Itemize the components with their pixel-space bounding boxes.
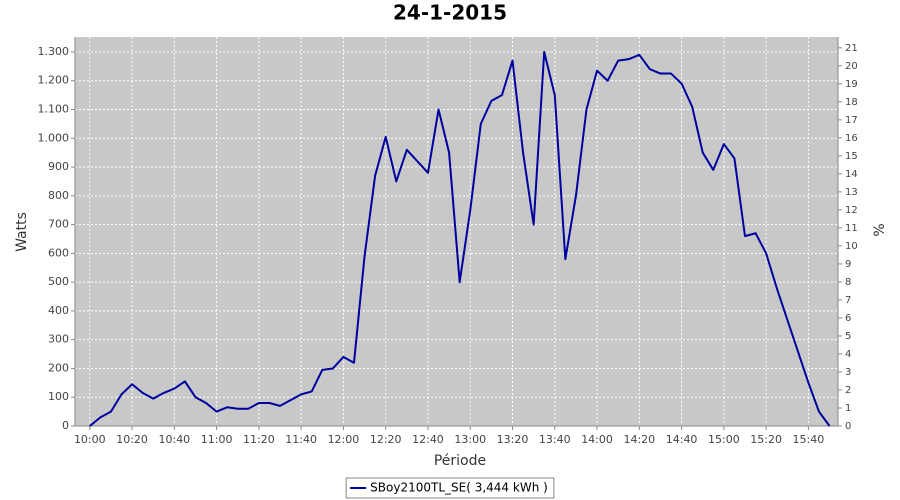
x-tick-label: 14:00 [581,433,613,446]
y2-tick-label: 6 [845,313,851,324]
y2-tick-label: 19 [845,79,858,90]
y2-tick-label: 21 [845,43,858,54]
x-tick-label: 15:00 [708,433,740,446]
y-tick-label: 800 [48,189,69,202]
x-tick-label: 10:20 [116,433,148,446]
x-tick-label: 12:20 [370,433,402,446]
y-tick-label: 1.300 [38,45,70,58]
y2-tick-label: 8 [845,277,851,288]
x-tick-label: 13:40 [539,433,571,446]
y2-tick-label: 7 [845,295,851,306]
y2-tick-label: 10 [845,241,858,252]
legend-box [345,477,555,499]
y-tick-label: 400 [48,304,69,317]
y2-tick-label: 15 [845,151,858,162]
y2-tick-label: 1 [845,403,851,414]
y2-tick-label: 9 [845,259,851,270]
legend: SBoy2100TL_SE( 3,444 kWh ) [345,477,555,499]
x-tick-label: 12:40 [412,433,444,446]
y-tick-label: 500 [48,275,69,288]
y2-tick-label: 12 [845,205,858,216]
y2-axis-title: % [872,223,888,236]
x-tick-label: 13:20 [497,433,529,446]
y2-tick-label: 14 [845,169,858,180]
y2-tick-label: 16 [845,133,858,144]
series-line [89,50,831,427]
y-tick-label: 600 [48,246,69,259]
x-tick-label: 13:00 [454,433,486,446]
y2-tick-label: 4 [845,349,851,360]
y2-tick-label: 0 [845,421,851,432]
x-tick-label: 11:40 [285,433,317,446]
y2-tick-label: 20 [845,61,858,72]
y-tick-label: 0 [62,419,69,432]
y-tick-label: 300 [48,333,69,346]
y2-tick-label: 5 [845,331,851,342]
y-tick-label: 100 [48,390,69,403]
legend-label: SBoy2100TL_SE( 3,444 kWh ) [370,481,548,495]
y-tick-label: 700 [48,218,69,231]
y-tick-label: 200 [48,361,69,374]
x-tick-label: 14:20 [623,433,655,446]
x-tick-label: 14:40 [666,433,698,446]
x-tick-label: 15:40 [793,433,825,446]
x-tick-label: 15:20 [750,433,782,446]
y-axis-title: Watts [14,212,30,252]
y-tick-label: 1.200 [38,74,70,87]
x-tick-label: 11:00 [201,433,233,446]
y2-tick-label: 11 [845,223,858,234]
x-tick-label: 11:20 [243,433,275,446]
x-tick-label: 12:00 [328,433,360,446]
x-axis-title: Période [434,453,486,469]
y2-tick-label: 18 [845,97,858,108]
y-tick-label: 900 [48,160,69,173]
y2-tick-label: 3 [845,367,851,378]
y2-tick-label: 17 [845,115,858,126]
chart-title: 24-1-2015 [393,1,507,25]
x-tick-label: 10:00 [74,433,106,446]
y2-tick-label: 2 [845,385,851,396]
y-tick-label: 1.000 [38,131,70,144]
y2-tick-label: 13 [845,187,858,198]
x-tick-label: 10:40 [158,433,190,446]
y-tick-label: 1.100 [38,103,70,116]
